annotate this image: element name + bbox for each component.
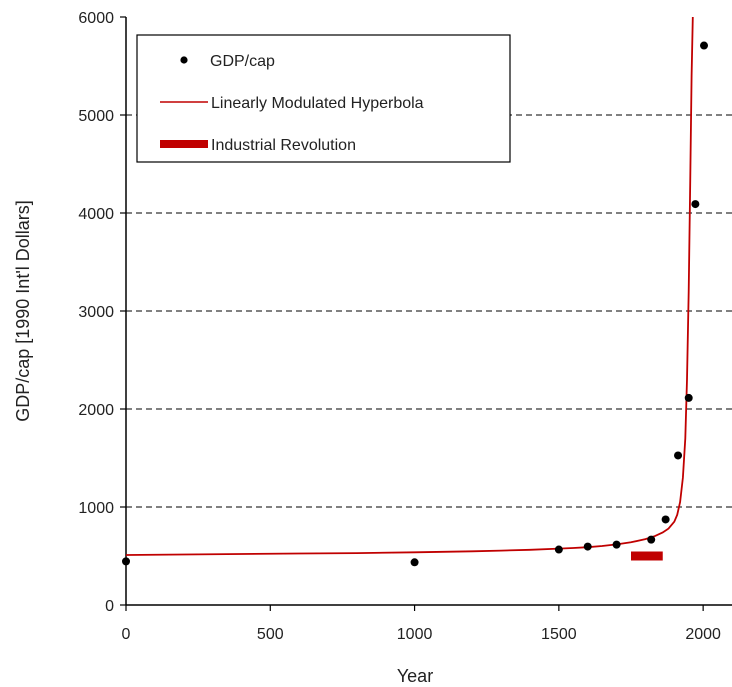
y-tick-label: 5000 bbox=[78, 108, 114, 125]
y-tick-label: 0 bbox=[105, 598, 114, 615]
legend-label-hyperbola: Linearly Modulated Hyperbola bbox=[211, 95, 424, 112]
y-tick-label: 6000 bbox=[78, 10, 114, 27]
y-axis-title: GDP/cap [1990 Int'l Dollars] bbox=[13, 200, 33, 422]
y-ticks: 0 1000 2000 3000 4000 5000 6000 bbox=[78, 10, 126, 615]
y-tick-label: 2000 bbox=[78, 402, 114, 419]
x-ticks: 0 500 1000 1500 2000 bbox=[122, 605, 721, 643]
legend: GDP/cap Linearly Modulated Hyperbola Ind… bbox=[136, 34, 511, 163]
hyperbola-line bbox=[126, 17, 694, 556]
gdp-point bbox=[583, 542, 592, 551]
gdp-point bbox=[691, 200, 700, 209]
hyperbola-layer bbox=[126, 17, 694, 556]
x-tick-label: 1500 bbox=[541, 626, 577, 643]
gdp-point bbox=[554, 545, 563, 554]
gdp-point bbox=[684, 393, 693, 402]
gdp-point bbox=[612, 540, 621, 549]
x-tick-label: 500 bbox=[257, 626, 284, 643]
y-tick-label: 4000 bbox=[78, 206, 114, 223]
y-tick-label: 3000 bbox=[78, 304, 114, 321]
x-tick-label: 1000 bbox=[397, 626, 433, 643]
gdp-point bbox=[410, 558, 419, 567]
gdp-point bbox=[122, 557, 130, 566]
legend-label-gdp: GDP/cap bbox=[210, 53, 275, 70]
gdp-points-layer bbox=[122, 41, 709, 567]
legend-marker-gdp bbox=[180, 56, 188, 64]
gdp-point bbox=[700, 41, 709, 50]
x-tick-label: 0 bbox=[122, 626, 131, 643]
gdp-point bbox=[647, 535, 656, 544]
gdp-point bbox=[674, 451, 683, 460]
legend-label-industrial-revolution: Industrial Revolution bbox=[211, 137, 356, 154]
grid-lines bbox=[126, 114, 732, 508]
x-tick-label: 2000 bbox=[685, 626, 721, 643]
x-axis-title: Year bbox=[397, 666, 433, 686]
gdp-point bbox=[661, 515, 670, 524]
y-tick-label: 1000 bbox=[78, 500, 114, 517]
